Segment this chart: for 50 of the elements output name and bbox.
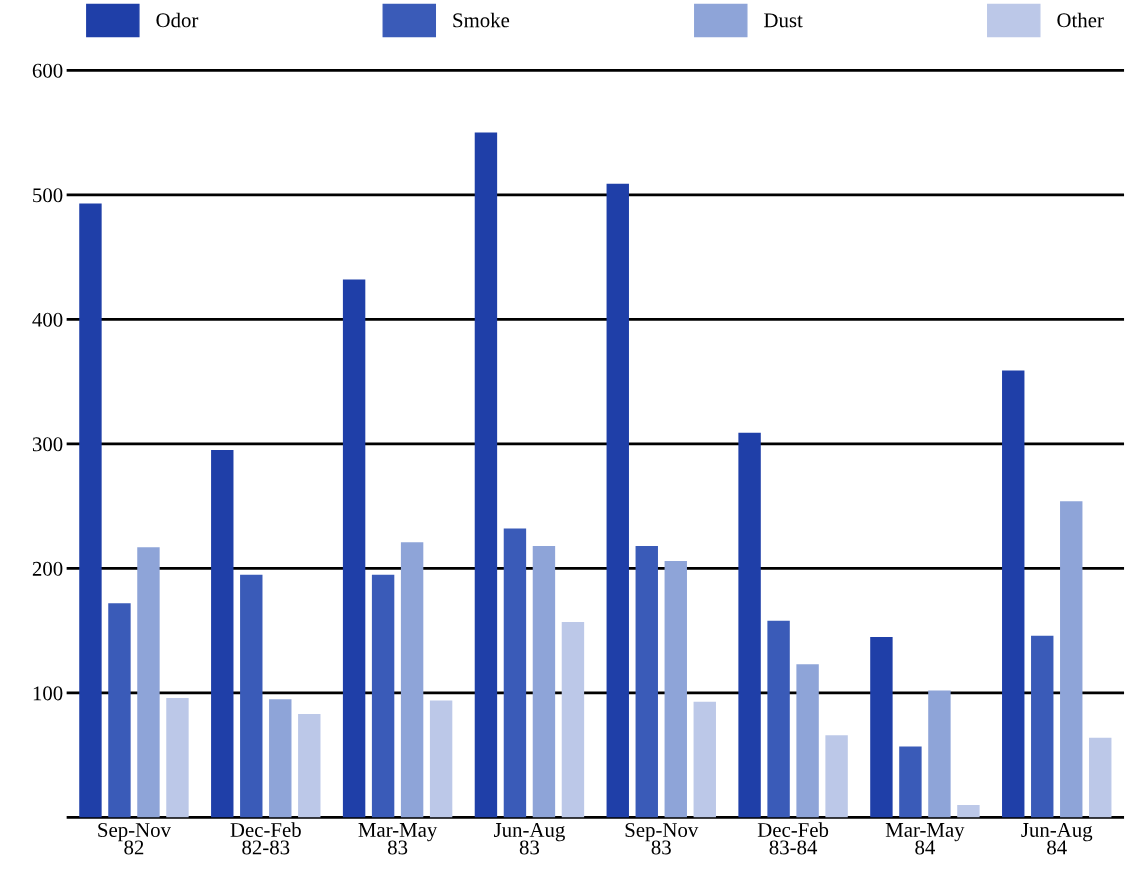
bar: [137, 547, 160, 818]
bar: [635, 546, 658, 818]
x-tick-label: Dec-Feb 83-84: [757, 822, 829, 855]
bar: [870, 636, 893, 818]
bar: [79, 203, 102, 818]
x-tick-label: Sep-Nov 83: [625, 822, 699, 855]
bar: [1031, 635, 1054, 818]
x-tick-label: Dec-Feb 82-83: [230, 822, 301, 855]
legend-label: Odor: [156, 12, 199, 28]
bar: [928, 690, 951, 818]
bar: [606, 183, 629, 818]
bar: [503, 528, 527, 818]
bar: [825, 735, 848, 818]
bar: [1060, 501, 1083, 818]
bar: [474, 132, 498, 818]
bar: [767, 620, 790, 818]
bar: [693, 701, 716, 818]
bar: [429, 700, 453, 818]
x-tick-label: Mar-May 83: [358, 823, 438, 855]
bar: [298, 714, 321, 818]
bar: [1089, 737, 1112, 818]
bar: [664, 560, 687, 818]
bar: [166, 697, 189, 818]
bar: [1002, 370, 1025, 818]
bar: [899, 746, 922, 818]
bar: [371, 574, 395, 818]
y-tick-label: 300: [32, 437, 63, 452]
bar: [957, 805, 980, 818]
bar: [738, 432, 761, 818]
bar: [532, 546, 556, 818]
x-tick-label: Mar-May 84: [885, 823, 965, 855]
y-tick-label: 100: [33, 686, 63, 701]
x-tick-label: Jun-Aug 84: [1021, 822, 1093, 855]
legend-label: Dust: [764, 13, 803, 28]
y-tick-label: 500: [33, 188, 63, 203]
bar: [796, 664, 819, 818]
legend-label: Smoke: [453, 12, 510, 28]
y-tick-label: 200: [32, 561, 63, 576]
y-tick-label: 600: [32, 63, 63, 78]
bar: [400, 542, 424, 818]
bar: [269, 699, 292, 818]
x-tick-label: Jun-Aug 83: [493, 822, 565, 855]
legend-label: Other: [1057, 12, 1104, 28]
bar: [561, 621, 585, 818]
bar: [342, 279, 366, 818]
bar: [108, 603, 131, 818]
bar: [240, 574, 263, 818]
y-tick-label: 400: [32, 312, 63, 327]
bar: [211, 450, 234, 818]
x-tick-label: Sep-Nov 82: [98, 822, 171, 855]
